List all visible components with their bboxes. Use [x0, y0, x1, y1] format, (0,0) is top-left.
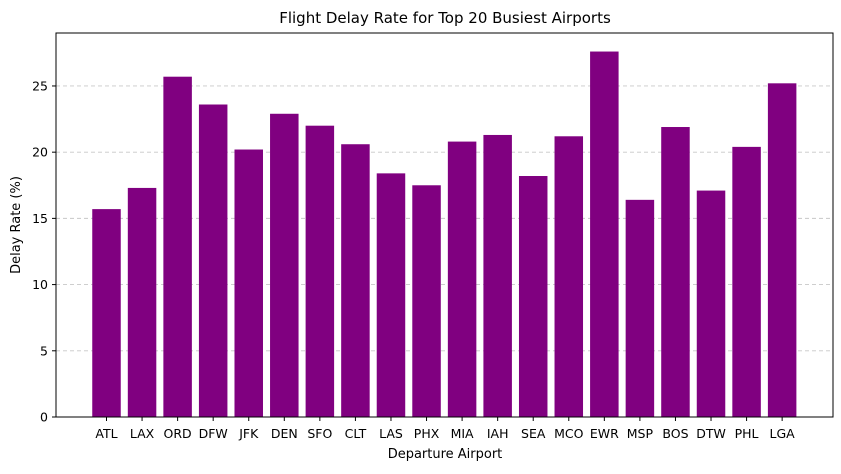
- x-tick-label-dfw: DFW: [199, 426, 228, 441]
- x-tick-label-atl: ATL: [95, 426, 117, 441]
- bar-phl: [732, 146, 761, 417]
- x-tick-label-lax: LAX: [130, 426, 155, 441]
- bar-bos: [661, 127, 690, 417]
- plot-frame: [55, 32, 834, 418]
- bar-sfo: [305, 125, 335, 418]
- x-tick-label-mco: MCO: [554, 426, 584, 441]
- x-tick-label-iah: IAH: [487, 426, 509, 441]
- bar-ewr: [590, 51, 619, 417]
- x-tick-label-phl: PHL: [735, 426, 759, 441]
- x-tick-label-clt: CLT: [345, 426, 367, 441]
- bars: [92, 51, 797, 418]
- bar-lga: [767, 83, 797, 418]
- chart-title: Flight Delay Rate for Top 20 Busiest Air…: [279, 9, 611, 27]
- x-tick-label-phx: PHX: [414, 426, 440, 441]
- bar-den: [270, 113, 299, 418]
- x-tick-label-ord: ORD: [164, 426, 192, 441]
- bar-dtw: [696, 190, 726, 417]
- x-tick-label-ewr: EWR: [590, 426, 619, 441]
- x-tick-label-lga: LGA: [770, 426, 796, 441]
- x-tick-label-dtw: DTW: [696, 426, 726, 441]
- x-axis-label: Departure Airport: [388, 447, 503, 462]
- bar-atl: [92, 209, 121, 417]
- bar-ord: [163, 76, 192, 418]
- x-tick-label-bos: BOS: [662, 426, 688, 441]
- bar-jfk: [234, 149, 263, 417]
- x-tick-label-mia: MIA: [451, 426, 474, 441]
- bar-lax: [127, 187, 157, 417]
- bar-iah: [483, 134, 512, 417]
- y-tick-label: 0: [40, 410, 48, 425]
- y-tick-label: 10: [32, 277, 48, 292]
- bar-phx: [412, 185, 441, 417]
- bar-msp: [625, 199, 655, 417]
- y-tick-label: 25: [32, 78, 48, 93]
- bar-dfw: [198, 104, 228, 417]
- x-tick-label-las: LAS: [379, 426, 403, 441]
- y-tick-label: 15: [32, 211, 48, 226]
- x-tick-label-sea: SEA: [521, 426, 546, 441]
- y-axis-label: Delay Rate (%): [9, 176, 24, 274]
- bar-mia: [447, 141, 477, 417]
- bar-clt: [341, 144, 370, 417]
- bar-las: [376, 173, 406, 417]
- x-axis-ticks: ATL LAX ORD DFW JFK DEN SFO CLT LAS PHX MIA IAH SEA M…: [95, 417, 795, 441]
- y-tick-label: 5: [40, 343, 48, 358]
- x-tick-label-jfk: JFK: [238, 426, 259, 441]
- bar-mco: [554, 136, 584, 417]
- y-tick-label: 20: [32, 145, 48, 160]
- x-tick-label-msp: MSP: [627, 426, 654, 441]
- x-tick-label-sfo: SFO: [307, 426, 332, 441]
- bar-sea: [518, 176, 548, 417]
- y-axis-ticks: 0 5 10 15 20 25: [32, 78, 56, 425]
- x-tick-label-den: DEN: [271, 426, 298, 441]
